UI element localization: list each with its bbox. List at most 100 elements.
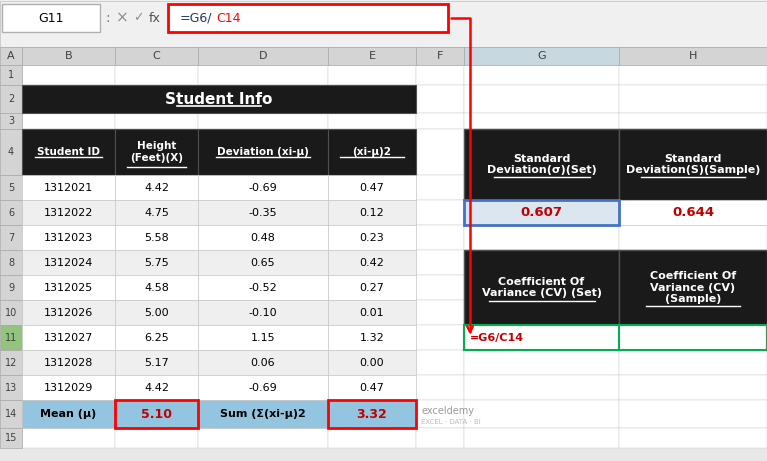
- Text: ×: ×: [116, 11, 128, 25]
- Bar: [115, 85, 198, 113]
- Text: Standard
Deviation(σ)(Set): Standard Deviation(σ)(Set): [486, 154, 597, 175]
- Bar: [2, 4, 100, 32]
- Bar: [464, 375, 619, 400]
- Text: C14: C14: [216, 12, 241, 24]
- Bar: [416, 85, 464, 113]
- Bar: [328, 400, 416, 428]
- Text: Student Info: Student Info: [166, 91, 273, 106]
- Text: 3.32: 3.32: [357, 408, 387, 420]
- Text: 11: 11: [5, 332, 17, 343]
- Text: -0.10: -0.10: [249, 307, 278, 318]
- Bar: [22, 275, 115, 300]
- Bar: [328, 275, 416, 300]
- Bar: [416, 400, 464, 428]
- Text: 4: 4: [8, 147, 14, 157]
- Text: 14: 14: [5, 409, 17, 419]
- Bar: [619, 129, 767, 175]
- Bar: [115, 225, 198, 250]
- Bar: [0, 0, 767, 47]
- Bar: [416, 350, 464, 375]
- Bar: [416, 200, 464, 225]
- Bar: [22, 225, 115, 250]
- Bar: [115, 275, 198, 300]
- Bar: [328, 65, 416, 85]
- Bar: [22, 47, 115, 65]
- Bar: [328, 225, 416, 250]
- Bar: [464, 47, 619, 65]
- Bar: [328, 275, 416, 300]
- Bar: [464, 175, 619, 200]
- Bar: [115, 400, 198, 428]
- Text: 0.47: 0.47: [360, 383, 384, 392]
- Text: 0.607: 0.607: [521, 206, 562, 219]
- Bar: [198, 47, 328, 65]
- Text: 4.42: 4.42: [144, 383, 169, 392]
- Bar: [198, 200, 328, 225]
- Bar: [115, 47, 198, 65]
- Bar: [464, 250, 619, 325]
- Bar: [464, 200, 619, 225]
- Bar: [416, 225, 464, 250]
- Text: 15: 15: [5, 433, 17, 443]
- Bar: [464, 129, 619, 200]
- Bar: [328, 175, 416, 200]
- Bar: [464, 428, 619, 448]
- Bar: [115, 350, 198, 375]
- Bar: [464, 85, 619, 113]
- Bar: [0, 275, 22, 300]
- Bar: [416, 113, 464, 129]
- Bar: [464, 300, 619, 325]
- Bar: [0, 1, 767, 47]
- Bar: [22, 400, 115, 428]
- Bar: [328, 428, 416, 448]
- Bar: [115, 300, 198, 325]
- Text: 5: 5: [8, 183, 14, 193]
- Bar: [198, 400, 328, 428]
- Bar: [22, 175, 115, 200]
- Bar: [416, 375, 464, 400]
- Text: 1312029: 1312029: [44, 383, 93, 392]
- Text: 3: 3: [8, 116, 14, 126]
- Text: exceldemy: exceldemy: [421, 406, 474, 416]
- Bar: [619, 350, 767, 375]
- Bar: [619, 65, 767, 85]
- Bar: [619, 400, 767, 428]
- Text: 0.01: 0.01: [360, 307, 384, 318]
- Bar: [198, 325, 328, 350]
- Bar: [22, 375, 115, 400]
- Text: 4.75: 4.75: [144, 207, 169, 218]
- Bar: [22, 275, 115, 300]
- Bar: [0, 65, 22, 85]
- Text: 5.00: 5.00: [144, 307, 169, 318]
- Text: Student ID: Student ID: [37, 147, 100, 157]
- Bar: [198, 225, 328, 250]
- Text: 1312027: 1312027: [44, 332, 93, 343]
- Bar: [198, 200, 328, 225]
- Text: 1312023: 1312023: [44, 232, 93, 242]
- Bar: [328, 375, 416, 400]
- Bar: [464, 200, 619, 225]
- Bar: [328, 85, 416, 113]
- Text: 0.23: 0.23: [360, 232, 384, 242]
- Text: 1312022: 1312022: [44, 207, 93, 218]
- Bar: [198, 129, 328, 175]
- Bar: [416, 129, 464, 175]
- Bar: [22, 200, 115, 225]
- Bar: [464, 275, 619, 300]
- Text: Mean (μ): Mean (μ): [41, 409, 97, 419]
- Bar: [22, 428, 115, 448]
- Bar: [619, 113, 767, 129]
- Bar: [464, 65, 619, 85]
- Bar: [198, 400, 328, 428]
- Text: fx: fx: [149, 12, 161, 24]
- Bar: [328, 325, 416, 350]
- Bar: [0, 300, 22, 325]
- Text: 0.48: 0.48: [251, 232, 275, 242]
- Bar: [328, 400, 416, 428]
- Text: Standard
Deviation(S)(Sample): Standard Deviation(S)(Sample): [626, 154, 760, 175]
- Text: Height
(Feet)(X): Height (Feet)(X): [130, 141, 183, 163]
- Bar: [115, 250, 198, 275]
- Bar: [619, 85, 767, 113]
- Text: 5.75: 5.75: [144, 258, 169, 267]
- Text: 0.12: 0.12: [360, 207, 384, 218]
